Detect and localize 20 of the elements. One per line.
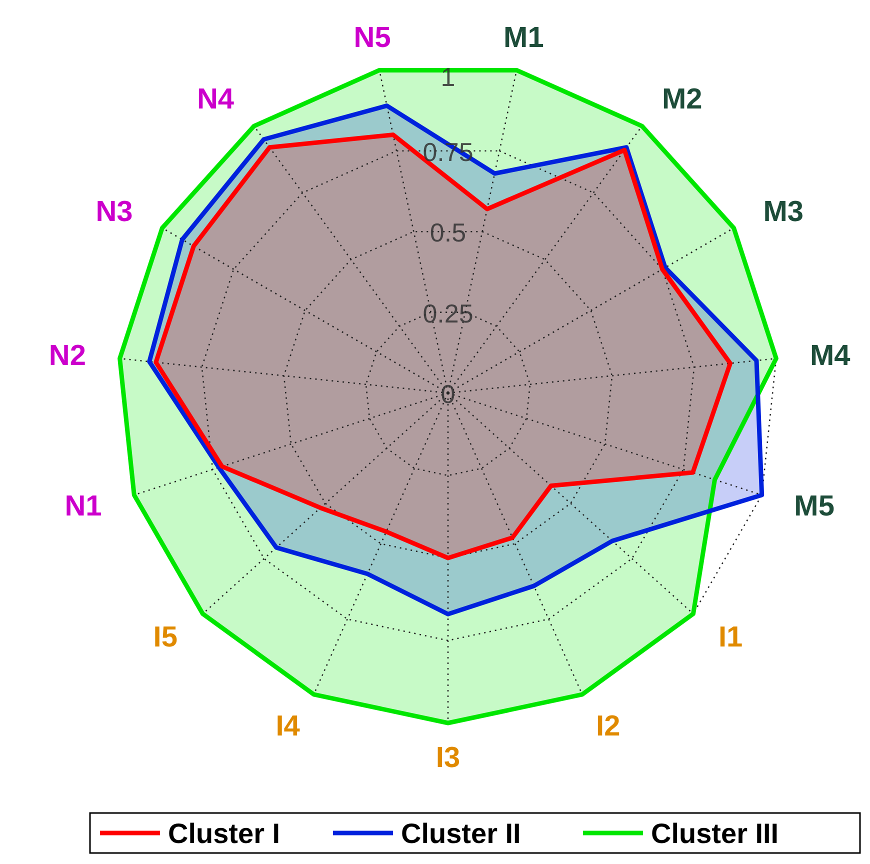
spoke-label: M5 [794,490,834,522]
spoke-label: I5 [153,622,178,654]
y-tick-label: 0.5 [430,218,466,248]
spoke-label: M3 [763,196,804,228]
legend-label: Cluster II [401,818,521,849]
spoke-label: I4 [276,710,300,743]
legend-label: Cluster III [651,818,779,849]
legend-label: Cluster I [168,818,280,849]
spoke-label: M1 [504,22,544,54]
spoke-label: I3 [436,742,460,774]
spoke-label: N2 [48,340,86,372]
y-tick-label: 0.25 [422,298,474,328]
spoke-label: N3 [96,196,133,228]
spoke-label: N4 [196,84,234,116]
spoke-label: M4 [810,340,850,372]
spoke-label: I2 [596,710,620,743]
spoke-label: I1 [718,622,743,654]
spoke-label: N5 [354,22,391,54]
spoke-label: N1 [64,490,102,522]
spoke-label: M2 [662,84,702,116]
